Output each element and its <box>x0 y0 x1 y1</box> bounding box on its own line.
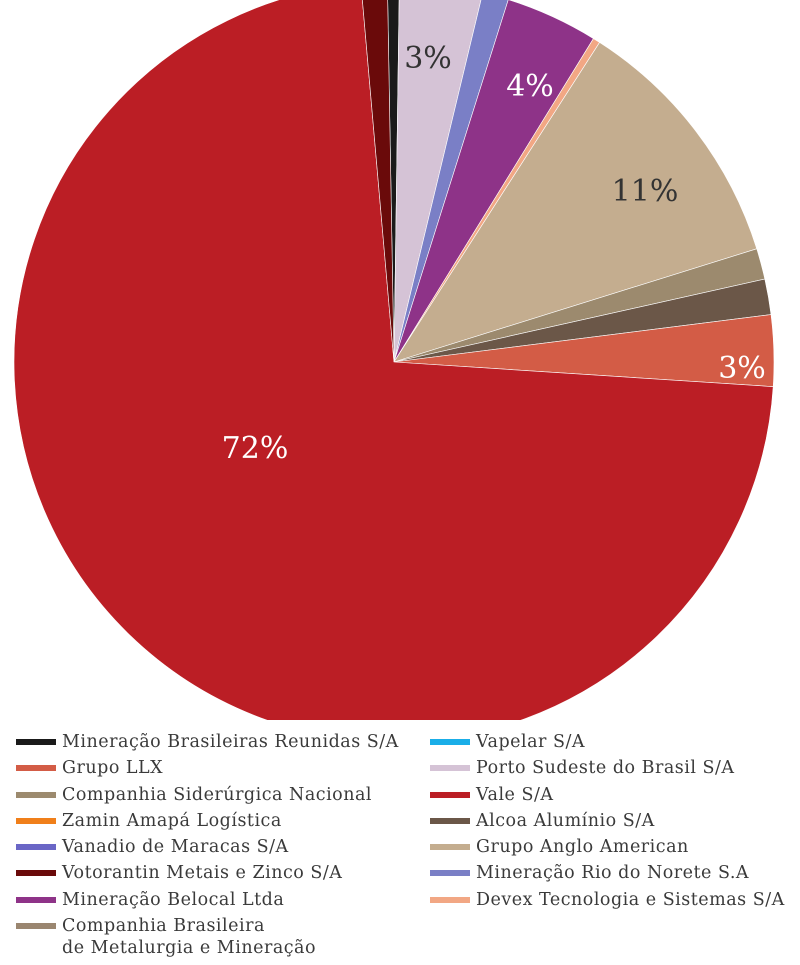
legend-label: Mineração Brasileiras Reunidas S/A <box>62 732 399 752</box>
legend-swatch <box>430 817 470 824</box>
legend-label: Devex Tecnologia e Sistemas S/A <box>476 889 785 910</box>
pie-slices <box>13 0 775 720</box>
legend-column-left: Mineração Brasileiras Reunidas S/A Grupo … <box>16 731 426 959</box>
legend-swatch <box>16 817 56 824</box>
legend-swatch <box>430 739 470 745</box>
legend-label: Mineração Belocal Ltda <box>62 889 285 910</box>
legend-item-left-1: Grupo LLX <box>16 757 426 783</box>
legend-item-right-4: Grupo Anglo American <box>430 836 800 862</box>
legend-swatch <box>16 765 56 772</box>
legend-label: Mineração Rio do Norete S.A <box>476 863 750 884</box>
legend-swatch <box>16 844 56 851</box>
pie-data-label-9: 72% <box>222 431 289 466</box>
legend-label: Companhia Siderúrgica Nacional <box>62 784 373 805</box>
pie-data-label-1: 3% <box>404 41 452 76</box>
legend-item-right-0: Vapelar S/A <box>430 731 800 757</box>
legend-swatch <box>16 896 56 903</box>
legend-item-left-0: Mineração Brasileiras Reunidas S/A <box>16 731 426 757</box>
legend-label: Grupo LLX <box>62 758 164 779</box>
legend-item-right-2: Vale S/A <box>430 784 800 810</box>
legend-label: Companhia Brasileira de Metalurgia e Mine… <box>62 916 317 959</box>
legend-swatch <box>16 870 56 877</box>
pie-data-labels: 3% 4% 11% 3% 72% <box>222 41 766 466</box>
legend-item-left-6: Mineração Belocal Ltda <box>16 889 426 915</box>
legend-swatch <box>430 765 470 772</box>
legend-label: Vapelar S/A <box>476 732 586 752</box>
legend-swatch <box>430 844 470 851</box>
legend-column-right: Vapelar S/A Porto Sudeste do Brasil S/A Va… <box>430 731 800 915</box>
legend-swatch <box>16 923 56 930</box>
legend-item-left-7: Companhia Brasileira de Metalurgia e Mine… <box>16 915 426 959</box>
legend-label: Vanadio de Maracas S/A <box>62 837 289 858</box>
legend-label: Vale S/A <box>476 784 554 805</box>
legend-item-right-1: Porto Sudeste do Brasil S/A <box>430 757 800 783</box>
legend-item-left-5: Votorantin Metais e Zinco S/A <box>16 862 426 888</box>
legend-label: Votorantin Metais e Zinco S/A <box>62 863 343 884</box>
legend-label: Grupo Anglo American <box>476 837 689 858</box>
legend-item-right-5: Mineração Rio do Norete S.A <box>430 862 800 888</box>
pie-slice-10 <box>362 0 395 363</box>
pie-data-label-8: 3% <box>718 351 766 386</box>
pie-data-label-5: 11% <box>612 174 679 209</box>
legend-swatch <box>430 791 470 798</box>
legend-item-left-3: Zamin Amapá Logística <box>16 810 426 836</box>
pie-slice-1 <box>393 0 482 363</box>
pie-chart: 3% 4% 11% 3% 72% <box>13 0 775 720</box>
pie-data-label-3: 4% <box>506 69 554 104</box>
legend-label: Alcoa Alumínio S/A <box>476 810 655 831</box>
legend-swatch <box>16 739 56 745</box>
legend-item-right-6: Devex Tecnologia e Sistemas S/A <box>430 889 800 915</box>
legend-item-left-4: Vanadio de Maracas S/A <box>16 836 426 862</box>
legend-swatch <box>430 870 470 877</box>
legend-item-right-3: Alcoa Alumínio S/A <box>430 810 800 836</box>
legend-label-line2: de Metalurgia e Mineração <box>62 938 317 959</box>
legend-swatch <box>16 791 56 798</box>
pie-slice-5 <box>393 41 758 363</box>
pie-slice-0 <box>387 0 400 363</box>
legend-swatch <box>430 896 470 903</box>
legend-label: Zamin Amapá Logística <box>62 810 282 831</box>
legend-label: Porto Sudeste do Brasil S/A <box>476 758 735 779</box>
legend-item-left-2: Companhia Siderúrgica Nacional <box>16 784 426 810</box>
